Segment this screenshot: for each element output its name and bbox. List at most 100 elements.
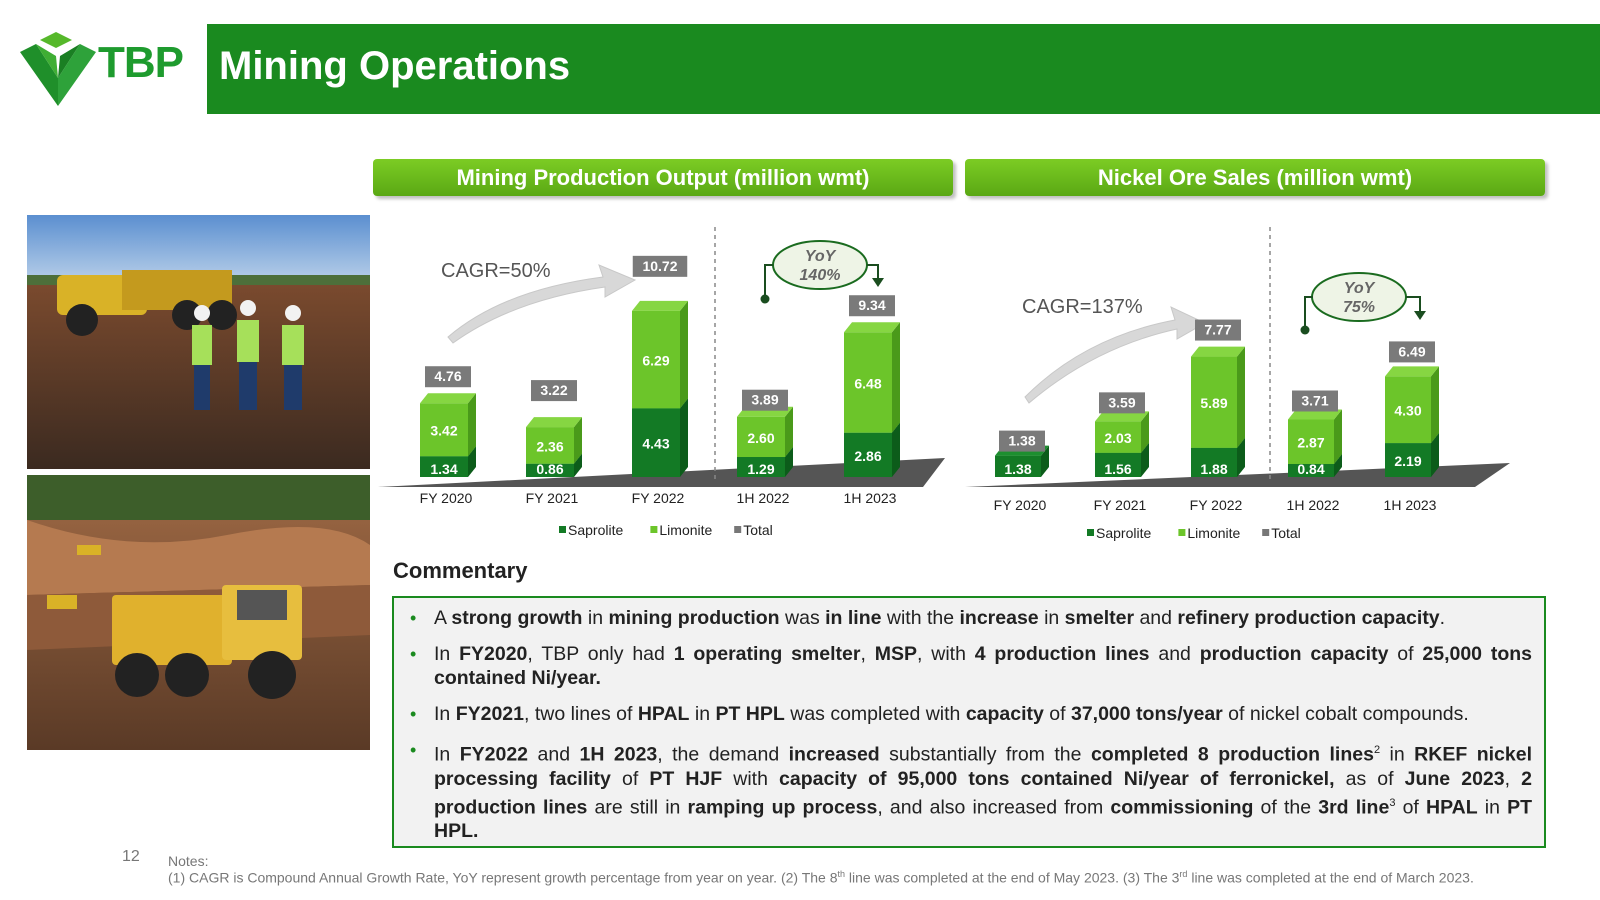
notes-label: Notes: (168, 853, 209, 869)
footnote-ref: rd (1179, 869, 1188, 879)
sales-chart-header: Nickel Ore Sales (million wmt) (965, 159, 1545, 196)
category-label: FY 2021 (1094, 497, 1147, 513)
text-run: of nickel cobalt compounds. (1222, 703, 1469, 725)
text-run: as of (1334, 767, 1405, 790)
yoy-label-line1: YoY (1344, 280, 1376, 297)
commentary-item: • In FY2021, two lines of HPAL in PT HPL … (406, 702, 1532, 726)
mining-workers-photo (27, 215, 370, 469)
total-label: 7.77 (1204, 322, 1231, 338)
text-run: line was completed at the end of May 202… (845, 869, 1180, 886)
total-label: 3.71 (1301, 392, 1328, 408)
text-run: , (1504, 767, 1522, 790)
bold-text: capacity of 95,000 tons contained Ni/yea… (779, 767, 1335, 790)
yoy-bracket (1304, 296, 1421, 330)
bold-text: 2 production lines (434, 767, 1532, 819)
limonite-bar-front (1191, 356, 1237, 448)
text-run: of (1043, 703, 1071, 725)
legend-label: Saprolite (1096, 525, 1151, 541)
limonite-bar-front (844, 332, 892, 433)
text-run: of (610, 767, 650, 790)
saprolite-bar-front (1095, 452, 1141, 477)
category-label: FY 2022 (632, 490, 685, 506)
notes-text: (1) CAGR is Compound Annual Growth Rate,… (168, 869, 1588, 886)
limonite-bar-front (737, 416, 785, 458)
saprolite-bar-front (420, 456, 468, 477)
text-run: with (722, 767, 780, 790)
yoy-arrow-icon (1414, 311, 1426, 320)
text-run: In (434, 643, 460, 665)
total-label-box (531, 380, 577, 402)
legend-swatch (559, 526, 566, 533)
bold-text: 37,000 tons/year (1070, 703, 1223, 725)
bold-text: refinery production capacity (1177, 607, 1440, 629)
text-run: (1) CAGR is Compound Annual Growth Rate,… (168, 869, 838, 886)
saprolite-bar (632, 398, 688, 477)
text-run: substantially from the (879, 743, 1091, 766)
yoy-dot-icon (760, 294, 770, 304)
saprolite-bar-side (1237, 437, 1245, 477)
total-label: 4.76 (434, 368, 461, 384)
text-run: , two lines of (524, 703, 638, 725)
total-label: 1.38 (1008, 433, 1035, 449)
limonite-bar-top (1385, 366, 1439, 377)
limonite-bar (420, 393, 476, 457)
data-label: 1.38 (1004, 461, 1031, 477)
saprolite-bar-side (1431, 433, 1439, 477)
saprolite-bar-side (785, 447, 793, 477)
legend-label: Saprolite (568, 522, 623, 538)
saprolite-bar-side (1334, 453, 1342, 477)
limonite-bar (1095, 411, 1149, 453)
data-label: 2.36 (536, 438, 563, 454)
category-label: 1H 2022 (737, 490, 790, 506)
data-label: 4.43 (642, 436, 669, 452)
legend-swatch (1087, 529, 1094, 536)
text-run: was completed with (784, 703, 966, 725)
bold-text: FY2022 (459, 743, 529, 766)
total-label-box (849, 295, 895, 317)
commentary-item: • In FY2020, TBP only had 1 operating sme… (406, 642, 1532, 690)
limonite-bar-side (1431, 366, 1439, 444)
saprolite-bar-side (1041, 445, 1049, 477)
bold-text: strong growth (451, 607, 583, 629)
legend-swatch (734, 526, 742, 533)
data-label: 1.88 (1200, 461, 1227, 477)
text-run: in (582, 607, 609, 629)
text-run: of (1395, 796, 1426, 818)
text-run: in (689, 703, 716, 725)
total-label: 3.89 (751, 392, 778, 408)
total-label: 6.49 (1398, 343, 1425, 359)
bold-text: PT HPL. (434, 796, 1533, 842)
data-label: 6.29 (642, 353, 669, 369)
total-label: 9.34 (858, 297, 885, 313)
saprolite-bar-side (574, 453, 582, 477)
saprolite-bar-front (737, 457, 785, 477)
limonite-bar-front (1385, 376, 1431, 444)
legend-label: Total (1271, 525, 1301, 541)
data-label: 6.48 (854, 375, 881, 391)
bold-text: FY2020 (459, 643, 528, 665)
limonite-bar (1385, 366, 1439, 444)
cagr-arrow-icon (1024, 306, 1207, 404)
production-chart: CAGR=50% YoY 140% 1.34 3.42 4.76 FY 2020 0.86 2.… (373, 227, 945, 538)
legend-swatch (1262, 529, 1270, 536)
bold-text: 4 production lines (974, 643, 1150, 665)
bold-text: completed 8 production lines (1090, 743, 1374, 766)
total-label-box (1195, 319, 1241, 341)
bullet-icon: • (410, 644, 417, 664)
data-label: 2.87 (1297, 435, 1324, 451)
limonite-bar-side (785, 406, 793, 458)
data-label: 0.86 (536, 461, 563, 477)
bold-text: increase (959, 607, 1039, 629)
limonite-bar (844, 322, 900, 433)
limonite-bar-front (632, 310, 680, 409)
limonite-bar-top (632, 300, 688, 311)
text-run: A (434, 607, 452, 629)
bold-text: HPAL (1426, 796, 1478, 818)
data-label: 5.89 (1200, 395, 1227, 411)
text-run: In (434, 703, 456, 725)
data-label: 1.29 (747, 461, 774, 477)
text-run: of the (1253, 796, 1319, 818)
text-run: with the (881, 607, 960, 629)
text-run: line was completed at the end of March 2… (1187, 869, 1474, 886)
bold-text: MSP (874, 643, 917, 665)
